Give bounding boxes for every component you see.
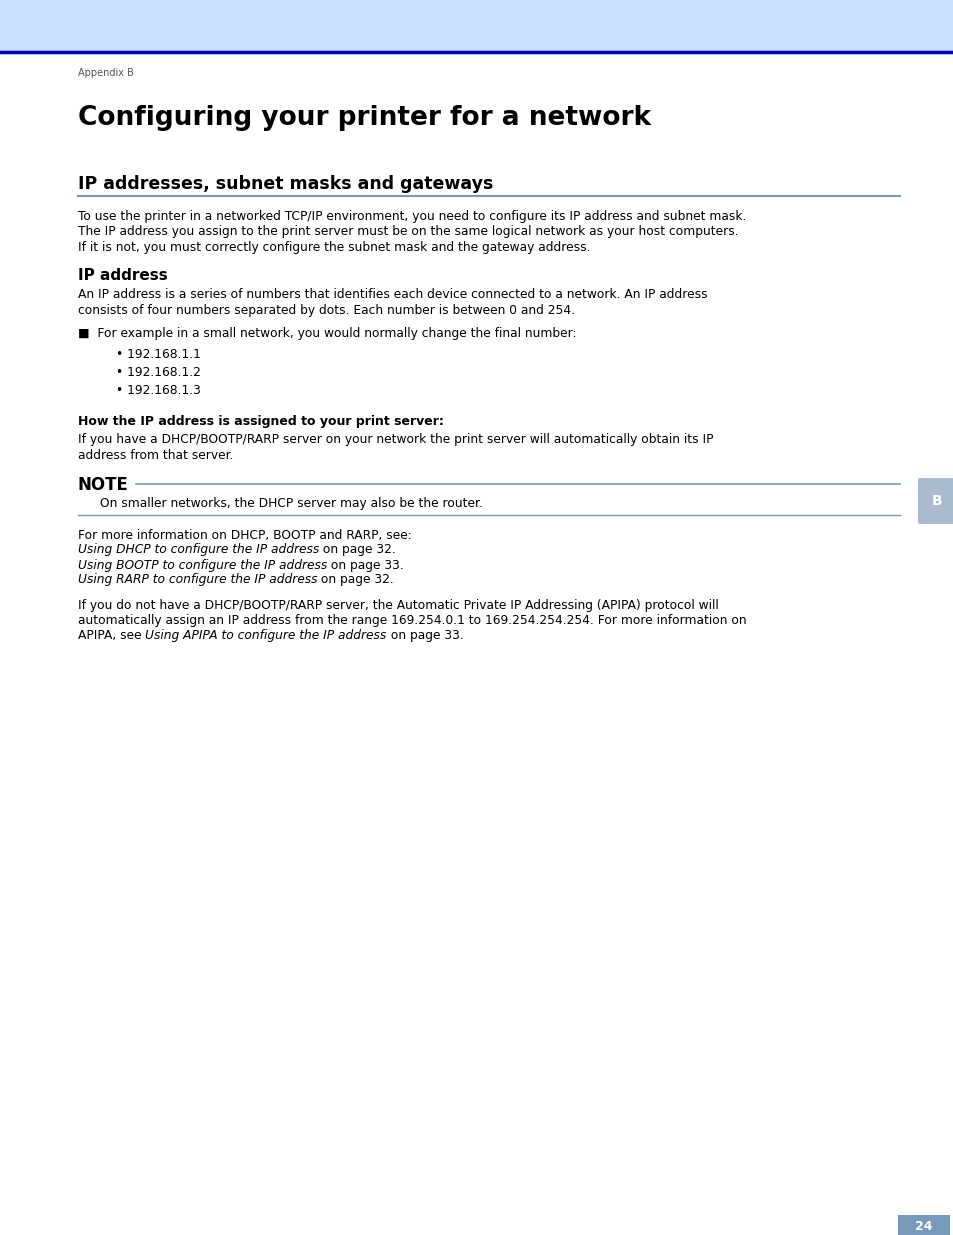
Text: B: B <box>931 494 942 508</box>
Text: IP address: IP address <box>78 268 168 284</box>
Text: IP addresses, subnet masks and gateways: IP addresses, subnet masks and gateways <box>78 175 493 193</box>
Text: An IP address is a series of numbers that identifies each device connected to a : An IP address is a series of numbers tha… <box>78 289 707 301</box>
Text: Appendix B: Appendix B <box>78 68 133 78</box>
Text: on page 32.: on page 32. <box>317 573 394 587</box>
Text: on page 32.: on page 32. <box>319 543 395 557</box>
Text: On smaller networks, the DHCP server may also be the router.: On smaller networks, the DHCP server may… <box>100 496 482 510</box>
Text: To use the printer in a networked TCP/IP environment, you need to configure its : To use the printer in a networked TCP/IP… <box>78 210 745 224</box>
Text: APIPA, see: APIPA, see <box>78 630 146 642</box>
Text: automatically assign an IP address from the range 169.254.0.1 to 169.254.254.254: automatically assign an IP address from … <box>78 614 746 627</box>
Text: • 192.168.1.2: • 192.168.1.2 <box>116 366 201 378</box>
Text: Using BOOTP to configure the IP address: Using BOOTP to configure the IP address <box>78 558 327 572</box>
Text: Configuring your printer for a network: Configuring your printer for a network <box>78 105 651 131</box>
Text: consists of four numbers separated by dots. Each number is between 0 and 254.: consists of four numbers separated by do… <box>78 304 575 317</box>
Text: on page 33.: on page 33. <box>386 630 463 642</box>
Text: If you do not have a DHCP/BOOTP/RARP server, the Automatic Private IP Addressing: If you do not have a DHCP/BOOTP/RARP ser… <box>78 599 718 611</box>
Bar <box>897 1215 949 1235</box>
Text: Using DHCP to configure the IP address: Using DHCP to configure the IP address <box>78 543 319 557</box>
Text: 24: 24 <box>914 1219 932 1233</box>
Text: How the IP address is assigned to your print server:: How the IP address is assigned to your p… <box>78 415 443 429</box>
Text: Using APIPA to configure the IP address: Using APIPA to configure the IP address <box>146 630 386 642</box>
Text: For more information on DHCP, BOOTP and RARP, see:: For more information on DHCP, BOOTP and … <box>78 529 412 541</box>
Bar <box>0 0 953 52</box>
Text: on page 33.: on page 33. <box>327 558 403 572</box>
Text: ■  For example in a small network, you would normally change the final number:: ■ For example in a small network, you wo… <box>78 327 576 341</box>
Text: NOTE: NOTE <box>78 477 129 494</box>
Text: APIPA, see: APIPA, see <box>78 630 146 642</box>
Text: The IP address you assign to the print server must be on the same logical networ: The IP address you assign to the print s… <box>78 226 738 238</box>
Text: address from that server.: address from that server. <box>78 450 233 462</box>
FancyBboxPatch shape <box>917 478 953 524</box>
Text: • 192.168.1.3: • 192.168.1.3 <box>116 384 201 396</box>
Text: • 192.168.1.1: • 192.168.1.1 <box>116 347 201 361</box>
Text: Using RARP to configure the IP address: Using RARP to configure the IP address <box>78 573 317 587</box>
Text: If it is not, you must correctly configure the subnet mask and the gateway addre: If it is not, you must correctly configu… <box>78 241 590 254</box>
Text: If you have a DHCP/BOOTP/RARP server on your network the print server will autom: If you have a DHCP/BOOTP/RARP server on … <box>78 433 713 447</box>
